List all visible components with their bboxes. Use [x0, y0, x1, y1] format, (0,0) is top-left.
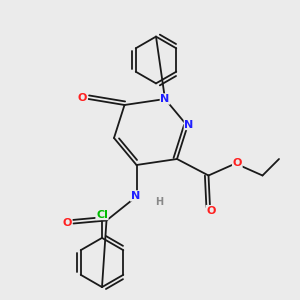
Text: O: O	[232, 158, 242, 168]
Text: N: N	[160, 94, 169, 104]
Text: H: H	[155, 196, 164, 207]
Text: Cl: Cl	[96, 209, 108, 220]
Text: O: O	[78, 93, 87, 103]
Text: O: O	[62, 218, 72, 228]
Text: N: N	[184, 119, 194, 130]
Text: N: N	[131, 191, 140, 201]
Text: O: O	[206, 206, 216, 216]
